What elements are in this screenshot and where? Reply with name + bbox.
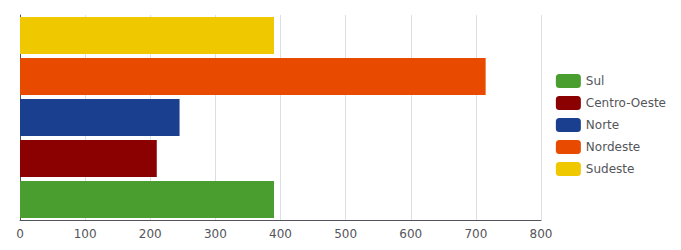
svg-text:Centro-Oeste: Centro-Oeste (586, 96, 666, 110)
svg-text:600: 600 (399, 227, 422, 241)
svg-text:Sul: Sul (586, 74, 605, 88)
svg-text:Norte: Norte (586, 118, 619, 132)
svg-text:400: 400 (269, 227, 292, 241)
svg-text:Sudeste: Sudeste (586, 162, 635, 176)
svg-text:Nordeste: Nordeste (586, 140, 640, 154)
svg-text:100: 100 (74, 227, 97, 241)
svg-text:500: 500 (334, 227, 357, 241)
svg-text:800: 800 (530, 227, 553, 241)
svg-text:300: 300 (204, 227, 227, 241)
svg-text:0: 0 (16, 227, 24, 241)
svg-text:200: 200 (139, 227, 162, 241)
svg-text:700: 700 (464, 227, 487, 241)
